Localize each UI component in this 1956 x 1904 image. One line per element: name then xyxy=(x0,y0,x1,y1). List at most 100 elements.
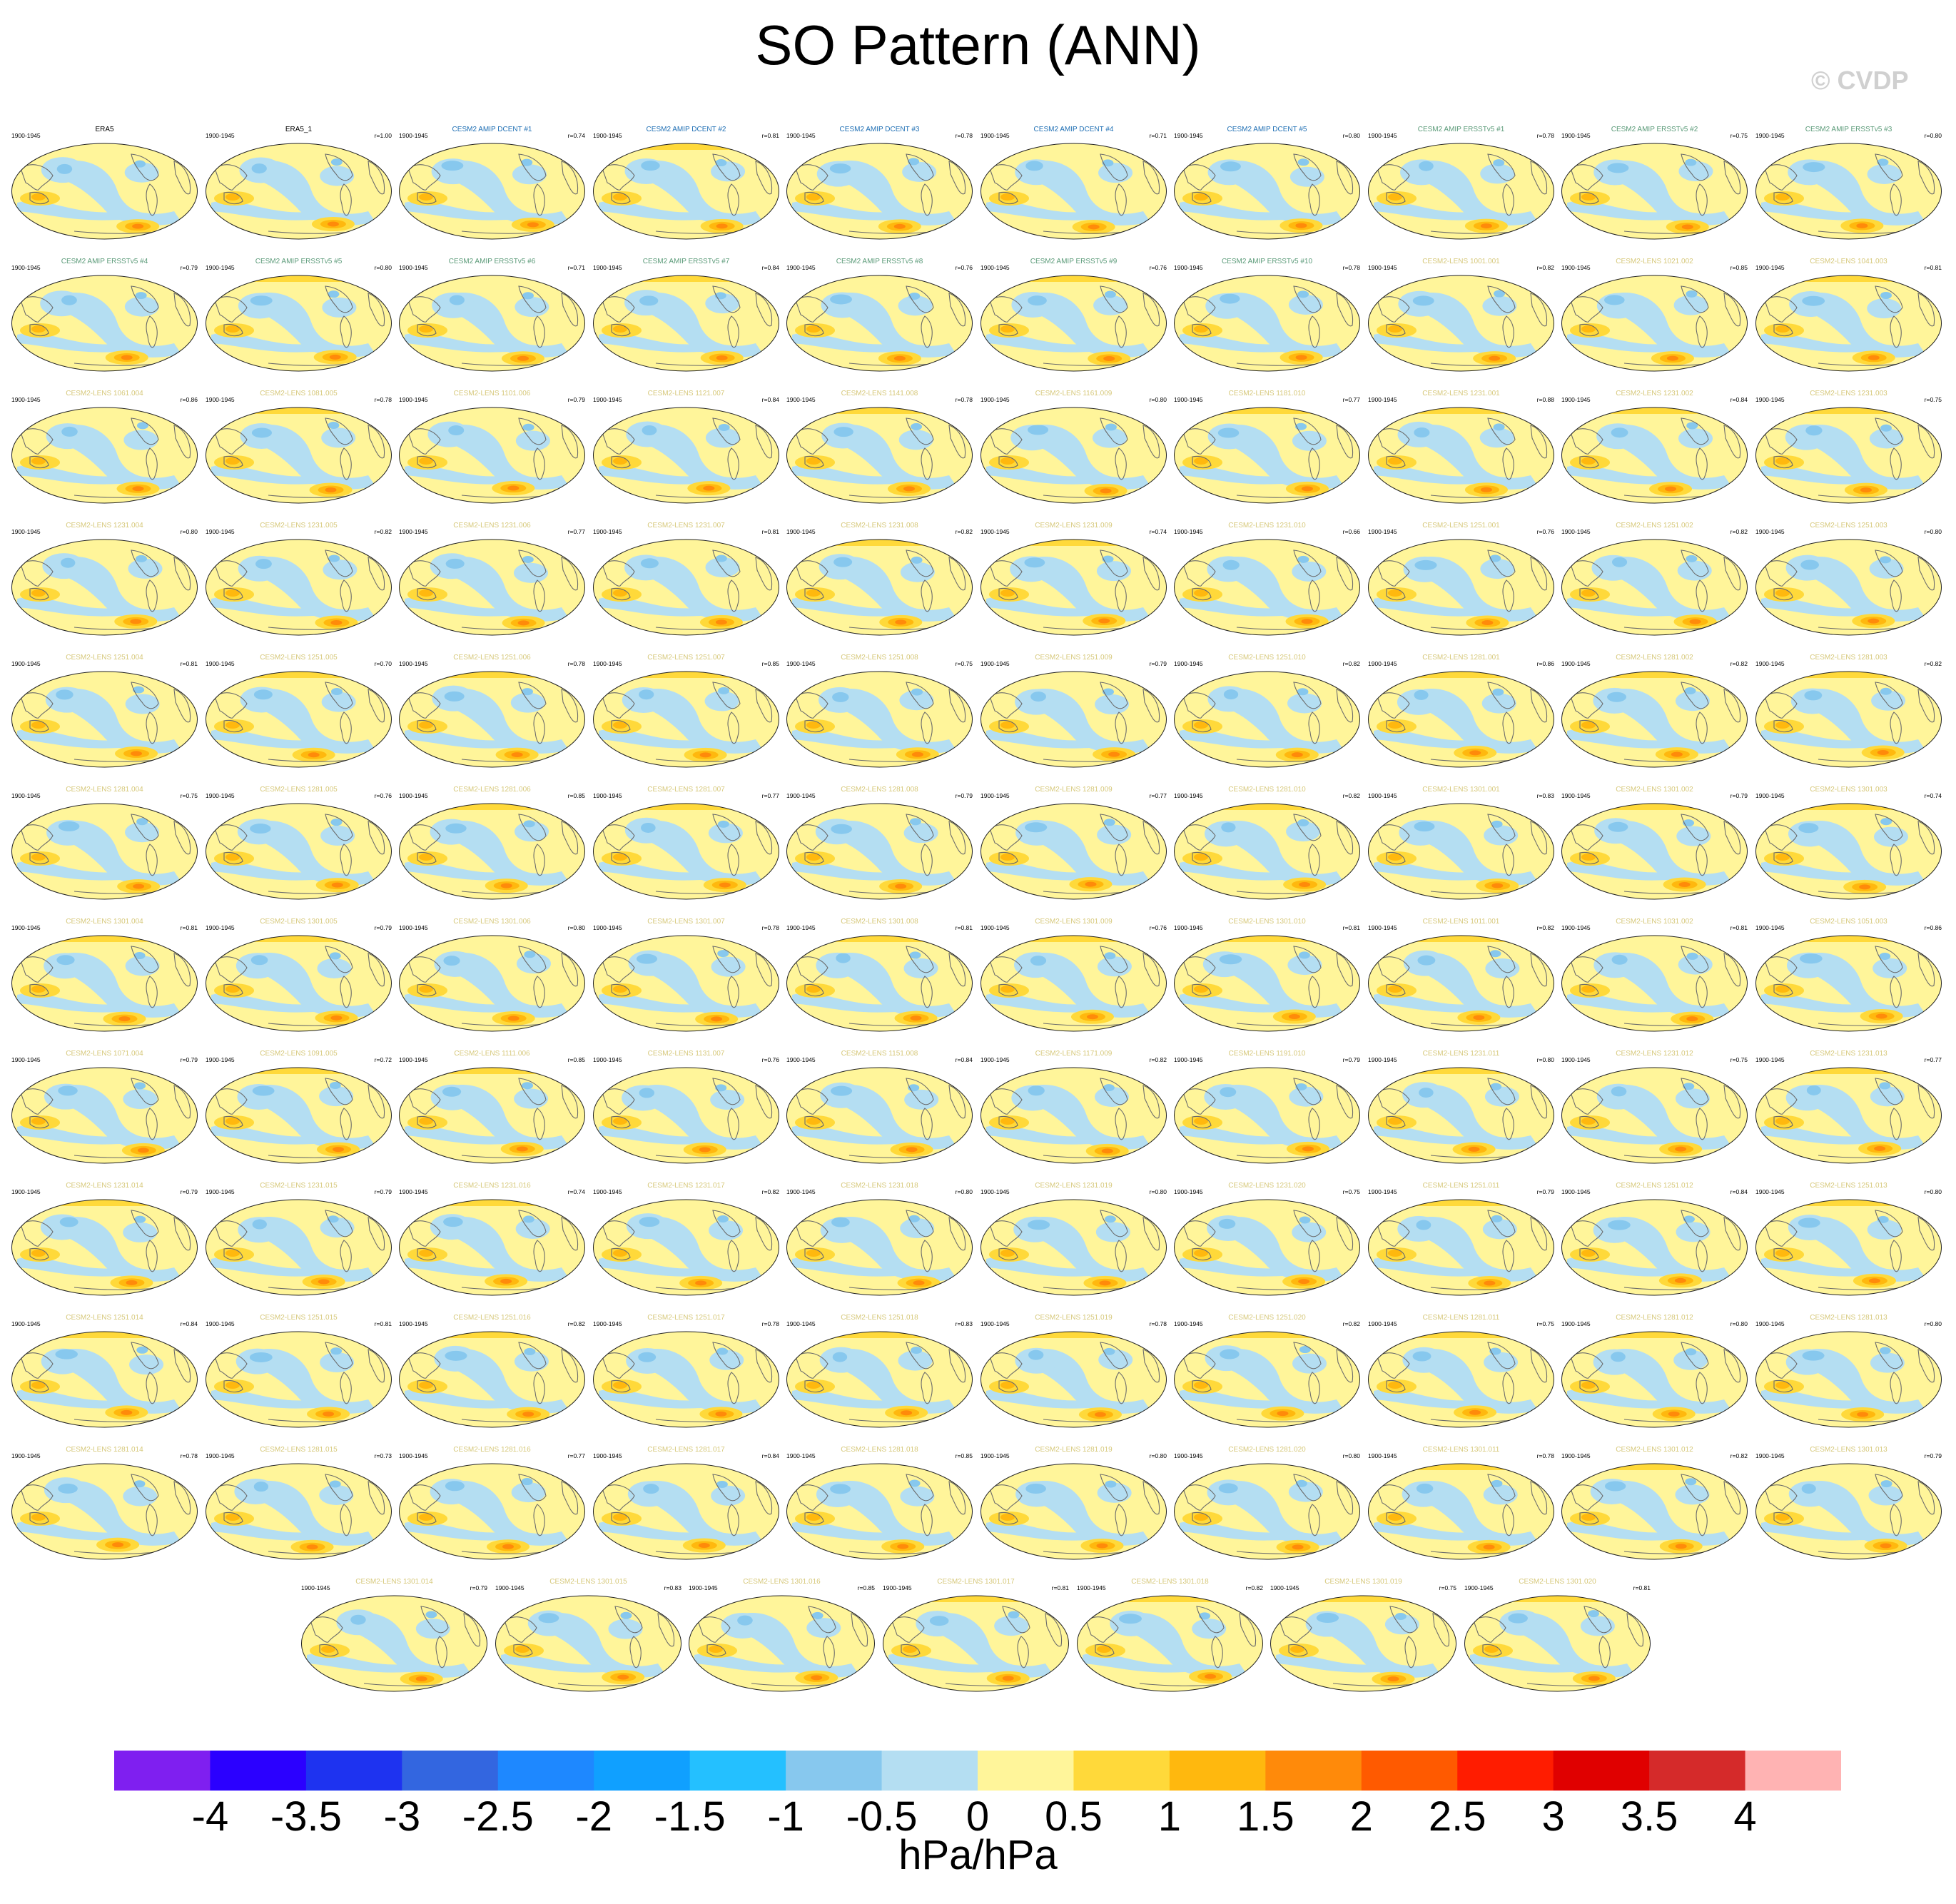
panel-map xyxy=(1172,404,1362,505)
panel-period: 1900-1945 xyxy=(1561,1320,1591,1327)
map-panel: 1900-1945 CESM2-LENS 1251.014 r=0.84 xyxy=(10,1314,199,1429)
panel-correlation: r=0.75 xyxy=(1730,132,1748,139)
panel-map xyxy=(1367,140,1556,241)
map-panel: 1900-1945 CESM2 AMIP DCENT #3 r=0.78 xyxy=(785,126,974,241)
panel-header: 1900-1945 CESM2-LENS 1301.016 r=0.85 xyxy=(687,1578,876,1594)
panel-title: CESM2-LENS 1281.017 xyxy=(647,1446,725,1454)
panel-map xyxy=(204,1196,393,1297)
panel-header: 1900-1945 CESM2-LENS 1281.012 r=0.80 xyxy=(1560,1314,1749,1330)
panel-period: 1900-1945 xyxy=(1561,1188,1591,1195)
panel-correlation: r=0.75 xyxy=(180,792,198,799)
panel-header: 1900-1945 CESM2-LENS 1301.013 r=0.79 xyxy=(1754,1446,1943,1462)
panel-map xyxy=(1269,1592,1458,1693)
panel-period: 1900-1945 xyxy=(593,924,622,931)
map-panel: 1900-1945 CESM2-LENS 1251.008 r=0.75 xyxy=(785,654,974,769)
panel-header: 1900-1945 CESM2-LENS 1301.018 r=0.82 xyxy=(1075,1578,1265,1594)
panel-header: 1900-1945 CESM2-LENS 1281.014 r=0.78 xyxy=(10,1446,199,1462)
map-panel: 1900-1945 CESM2-LENS 1151.008 r=0.84 xyxy=(785,1050,974,1165)
panel-period: 1900-1945 xyxy=(689,1584,718,1591)
panel-title: CESM2 AMIP DCENT #5 xyxy=(1227,126,1307,133)
panel-correlation: r=0.82 xyxy=(1730,1452,1748,1459)
panel-correlation: r=0.78 xyxy=(955,396,973,403)
panel-title: CESM2-LENS 1251.018 xyxy=(841,1314,918,1322)
panel-title: CESM2-LENS 1231.003 xyxy=(1810,390,1887,397)
map-panel: 1900-1945 CESM2-LENS 1031.002 r=0.81 xyxy=(1560,918,1749,1033)
panel-correlation: r=0.70 xyxy=(374,660,392,667)
panel-correlation: r=0.71 xyxy=(567,264,585,271)
panel-header: 1900-1945 CESM2 AMIP DCENT #3 r=0.78 xyxy=(785,126,974,141)
panel-correlation: r=0.77 xyxy=(761,792,779,799)
map-panel: 1900-1945 CESM2-LENS 1231.012 r=0.75 xyxy=(1560,1050,1749,1165)
panel-title: CESM2-LENS 1231.020 xyxy=(1228,1182,1306,1190)
panel-header: 1900-1945 CESM2-LENS 1231.017 r=0.82 xyxy=(592,1182,781,1197)
panel-correlation: r=0.85 xyxy=(567,1056,585,1063)
panel-map xyxy=(1367,932,1556,1033)
panel-map xyxy=(979,1328,1168,1429)
panel-map xyxy=(1754,668,1943,769)
map-panel: 1900-1945 CESM2-LENS 1251.010 r=0.82 xyxy=(1172,654,1362,769)
panel-correlation: r=0.74 xyxy=(567,1188,585,1195)
panel-header: 1900-1945 CESM2-LENS 1101.006 r=0.79 xyxy=(397,390,587,405)
panel-header: 1900-1945 CESM2-LENS 1301.001 r=0.83 xyxy=(1367,786,1556,801)
map-panel: 1900-1945 CESM2-LENS 1301.018 r=0.82 xyxy=(1075,1578,1265,1693)
panel-period: 1900-1945 xyxy=(593,528,622,535)
panel-header: 1900-1945 CESM2-LENS 1281.006 r=0.85 xyxy=(397,786,587,801)
panel-title: CESM2-LENS 1301.014 xyxy=(355,1578,433,1586)
panel-correlation: r=0.79 xyxy=(180,264,198,271)
panel-map xyxy=(1463,1592,1652,1693)
panel-title: CESM2 AMIP ERSSTv5 #5 xyxy=(255,258,343,265)
panel-period: 1900-1945 xyxy=(206,792,235,799)
panel-header: 1900-1945 CESM2-LENS 1071.004 r=0.79 xyxy=(10,1050,199,1065)
panel-title: CESM2-LENS 1231.004 xyxy=(66,522,143,530)
panel-period: 1900-1945 xyxy=(11,396,41,403)
panel-map xyxy=(592,536,781,637)
panel-period: 1900-1945 xyxy=(399,396,428,403)
panel-period: 1900-1945 xyxy=(399,1056,428,1063)
panel-title: CESM2-LENS 1071.004 xyxy=(66,1050,143,1058)
panel-period: 1900-1945 xyxy=(786,264,816,271)
panel-correlation: r=0.81 xyxy=(374,1320,392,1327)
map-panel: 1900-1945 CESM2-LENS 1281.014 r=0.78 xyxy=(10,1446,199,1561)
panel-title: CESM2-LENS 1061.004 xyxy=(66,390,143,397)
panel-map xyxy=(204,536,393,637)
map-panel: 1900-1945 CESM2-LENS 1301.009 r=0.76 xyxy=(979,918,1168,1033)
panel-period: 1900-1945 xyxy=(11,1320,41,1327)
panel-map xyxy=(979,1196,1168,1297)
colorbar-tick-label: 0 xyxy=(966,1793,990,1840)
map-panel: 1900-1945 CESM2-LENS 1281.019 r=0.80 xyxy=(979,1446,1168,1561)
map-panel: 1900-1945 CESM2-LENS 1231.015 r=0.79 xyxy=(204,1182,393,1297)
panel-title: CESM2-LENS 1301.008 xyxy=(841,918,918,926)
panel-title: CESM2-LENS 1231.012 xyxy=(1616,1050,1693,1058)
panel-period: 1900-1945 xyxy=(1561,132,1591,139)
panel-correlation: r=0.83 xyxy=(955,1320,973,1327)
panel-title: CESM2 AMIP DCENT #3 xyxy=(839,126,920,133)
panel-header: 1900-1945 CESM2-LENS 1231.018 r=0.80 xyxy=(785,1182,974,1197)
panel-header: 1900-1945 CESM2-LENS 1231.013 r=0.77 xyxy=(1754,1050,1943,1065)
panel-correlation: r=0.80 xyxy=(1342,132,1360,139)
panel-map xyxy=(592,404,781,505)
colorbar-swatch xyxy=(786,1751,883,1791)
panel-title: CESM2-LENS 1301.004 xyxy=(66,918,143,926)
panel-header: 1900-1945 CESM2 AMIP ERSSTv5 #10 r=0.78 xyxy=(1172,258,1362,273)
panel-period: 1900-1945 xyxy=(206,1452,235,1459)
panel-correlation: r=0.79 xyxy=(1342,1056,1360,1063)
panel-correlation: r=0.82 xyxy=(1536,264,1554,271)
panel-map xyxy=(979,932,1168,1033)
panel-period: 1900-1945 xyxy=(399,132,428,139)
panel-period: 1900-1945 xyxy=(11,1188,41,1195)
panel-period: 1900-1945 xyxy=(593,396,622,403)
panel-period: 1900-1945 xyxy=(1368,1452,1397,1459)
map-panel: 1900-1945 CESM2-LENS 1281.005 r=0.76 xyxy=(204,786,393,901)
colorbar-tick-label: -2 xyxy=(575,1793,612,1840)
panel-map xyxy=(397,1064,587,1165)
panel-period: 1900-1945 xyxy=(11,792,41,799)
panel-map xyxy=(1754,272,1943,373)
panel-correlation: r=0.85 xyxy=(955,1452,973,1459)
panel-map xyxy=(785,1460,974,1561)
panel-period: 1900-1945 xyxy=(1561,1056,1591,1063)
colorbar-swatch xyxy=(1745,1751,1841,1791)
colorbar-swatch xyxy=(978,1751,1074,1791)
panel-period: 1900-1945 xyxy=(1174,528,1203,535)
panel-correlation: r=0.82 xyxy=(1536,924,1554,931)
panel-correlation: r=0.75 xyxy=(1536,1320,1554,1327)
